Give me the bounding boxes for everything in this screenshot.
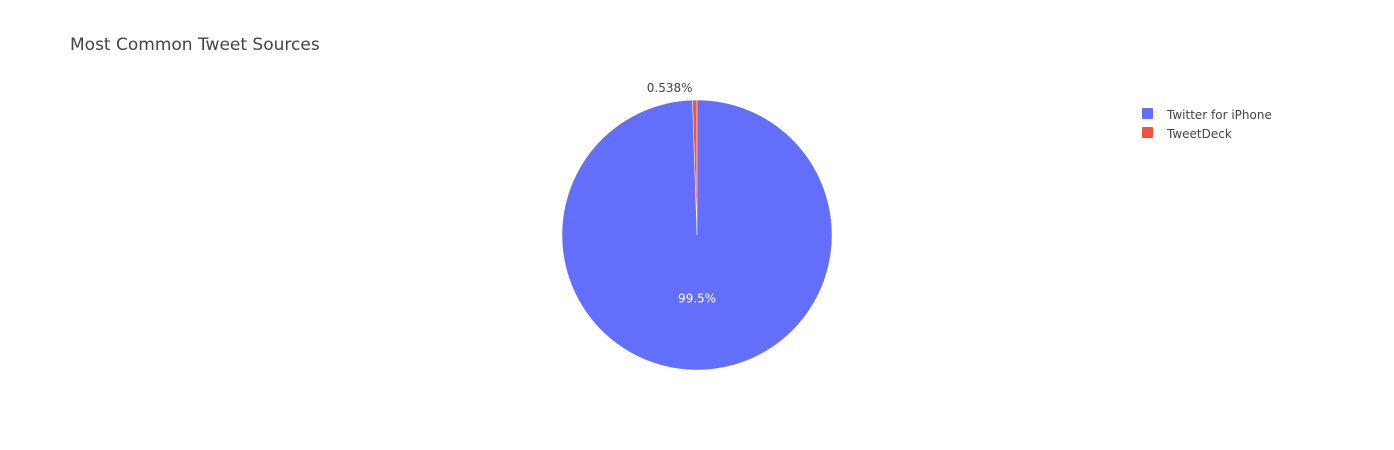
legend-swatch-tweetdeck — [1142, 127, 1153, 138]
legend-label-twitter-for-iphone: Twitter for iPhone — [1166, 108, 1272, 122]
legend-swatch-twitter-for-iphone — [1142, 108, 1153, 119]
pie-label-tweetdeck: 0.538% — [647, 81, 693, 95]
chart-title: Most Common Tweet Sources — [70, 35, 320, 55]
legend-item-tweetdeck[interactable]: TweetDeck — [1142, 127, 1232, 141]
pie-label-twitter-for-iphone: 99.5% — [678, 292, 716, 306]
legend-label-tweetdeck: TweetDeck — [1166, 127, 1232, 141]
pie-slice-twitter-for-iphone[interactable] — [561, 99, 833, 371]
legend[interactable]: Twitter for iPhone TweetDeck — [1142, 108, 1272, 141]
pie-slices — [561, 99, 833, 371]
legend-item-twitter-for-iphone[interactable]: Twitter for iPhone — [1142, 108, 1272, 122]
pie-labels: 0.538% 99.5% — [647, 81, 716, 305]
